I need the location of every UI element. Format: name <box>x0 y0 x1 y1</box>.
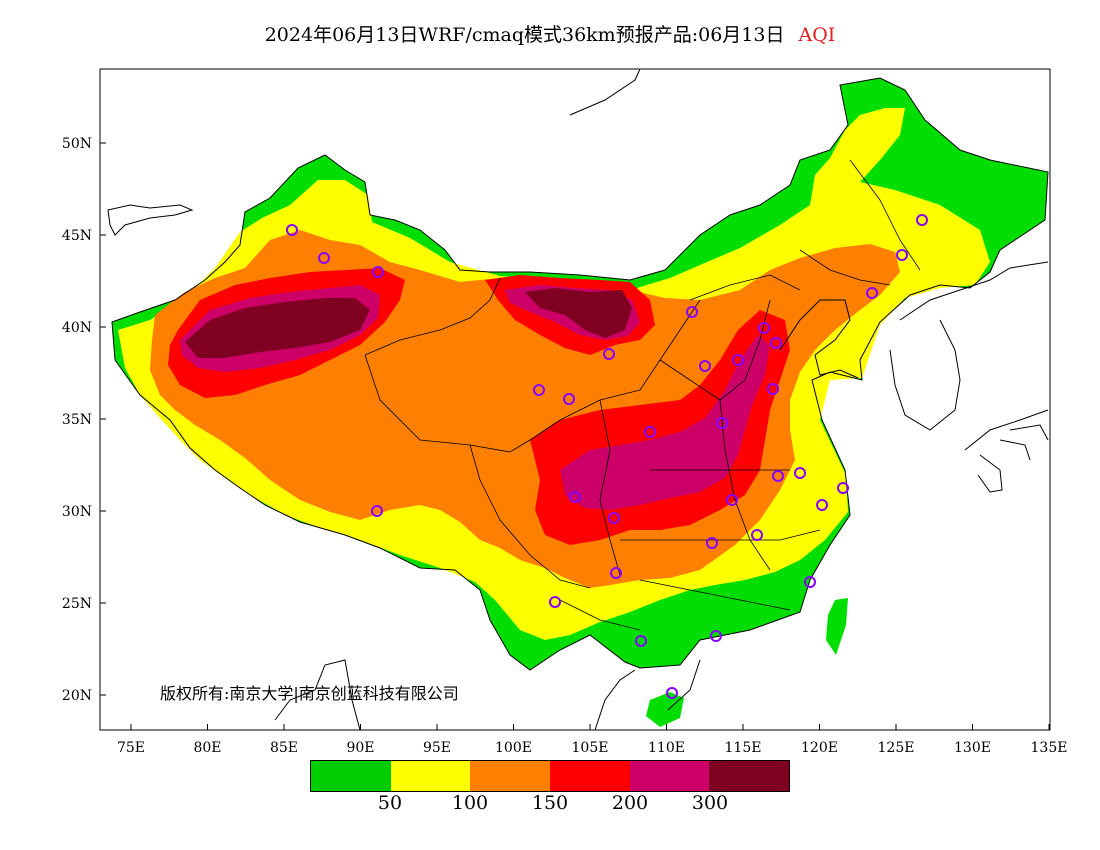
city-markers <box>286 214 928 699</box>
zone-very-unhealthy-central <box>560 335 770 510</box>
legend-swatch <box>390 761 471 791</box>
lon-label: 105E <box>572 740 609 756</box>
city-marker <box>837 482 849 494</box>
city-marker <box>699 360 711 372</box>
legend-swatch <box>470 761 551 791</box>
map-layers <box>107 69 1049 730</box>
legend-label: 100 <box>451 792 489 814</box>
city-marker <box>286 224 298 236</box>
city-marker <box>794 467 806 479</box>
city-marker <box>816 499 828 511</box>
lat-label: 45N <box>62 228 92 244</box>
title-variable: AQI <box>798 24 836 46</box>
city-marker <box>635 635 647 647</box>
city-marker <box>569 491 581 503</box>
zone-hazardous-tarim <box>185 298 370 358</box>
city-marker <box>767 383 779 395</box>
lat-label: 40N <box>62 320 92 336</box>
lon-label: 130E <box>954 740 991 756</box>
lon-label: 110E <box>648 740 685 756</box>
city-marker <box>610 567 622 579</box>
city-marker <box>706 537 718 549</box>
legend-swatch <box>709 761 790 791</box>
lon-label: 80E <box>193 740 221 756</box>
china-outline <box>111 77 1049 671</box>
lon-label: 100E <box>495 740 532 756</box>
legend-label: 300 <box>691 792 729 814</box>
city-marker <box>758 322 770 334</box>
city-marker <box>603 348 615 360</box>
city-marker <box>686 306 698 318</box>
aqi-legend <box>310 760 790 792</box>
city-marker <box>772 470 784 482</box>
lat-label: 30N <box>62 504 92 520</box>
city-marker <box>318 252 330 264</box>
legend-label: 200 <box>611 792 649 814</box>
lon-label: 115E <box>725 740 762 756</box>
aqi-legend-labels: 50 100 150 200 300 <box>0 792 1100 818</box>
legend-swatch <box>311 761 391 791</box>
city-marker <box>533 384 545 396</box>
legend-label: 50 <box>377 792 403 814</box>
lon-label: 125E <box>878 740 915 756</box>
coastline-korea-japan <box>889 261 1049 493</box>
zone-hainan <box>646 692 684 727</box>
legend-label: 150 <box>531 792 569 814</box>
city-marker <box>666 687 678 699</box>
city-marker <box>804 576 816 588</box>
lon-label: 90E <box>346 740 374 756</box>
axis-ticks: 50N 45N 40N 35N 30N 25N 20N 75E 80E 85E 90E 95E 100E… <box>62 136 1068 756</box>
lat-label: 50N <box>62 136 92 152</box>
lon-label: 95E <box>423 740 451 756</box>
city-marker <box>563 393 575 405</box>
city-marker <box>726 494 738 506</box>
title-text: 2024年06月13日WRF/cmaq模式36km预报产品:06月13日 <box>264 24 785 46</box>
lon-label: 85E <box>270 740 298 756</box>
city-marker <box>608 512 620 524</box>
legend-swatch <box>550 761 630 791</box>
city-marker <box>371 505 383 517</box>
city-marker <box>896 249 908 261</box>
city-marker <box>916 214 928 226</box>
coastline-south-asia <box>274 659 701 730</box>
copyright-text: 版权所有:南京大学|南京创蓝科技有限公司 <box>160 684 459 703</box>
map-frame <box>99 68 1051 731</box>
city-marker <box>716 417 728 429</box>
map-title: 2024年06月13日WRF/cmaq模式36km预报产品:06月13日 AQI <box>0 20 1100 47</box>
lon-label: 120E <box>801 740 838 756</box>
lon-label: 135E <box>1031 740 1068 756</box>
zone-taiwan <box>826 598 848 655</box>
legend-swatch <box>629 761 710 791</box>
city-marker <box>372 266 384 278</box>
city-marker <box>732 354 744 366</box>
lat-label: 25N <box>62 596 92 612</box>
city-marker <box>770 337 782 349</box>
city-marker <box>866 287 878 299</box>
city-marker <box>710 630 722 642</box>
coastline-russia <box>107 69 641 236</box>
city-marker <box>751 529 763 541</box>
zone-hazardous-north <box>525 288 632 338</box>
lat-label: 35N <box>62 412 92 428</box>
city-marker <box>644 426 656 438</box>
lon-label: 75E <box>117 740 145 756</box>
lat-label: 20N <box>62 688 92 704</box>
province-borders <box>364 159 921 631</box>
city-marker <box>549 596 561 608</box>
